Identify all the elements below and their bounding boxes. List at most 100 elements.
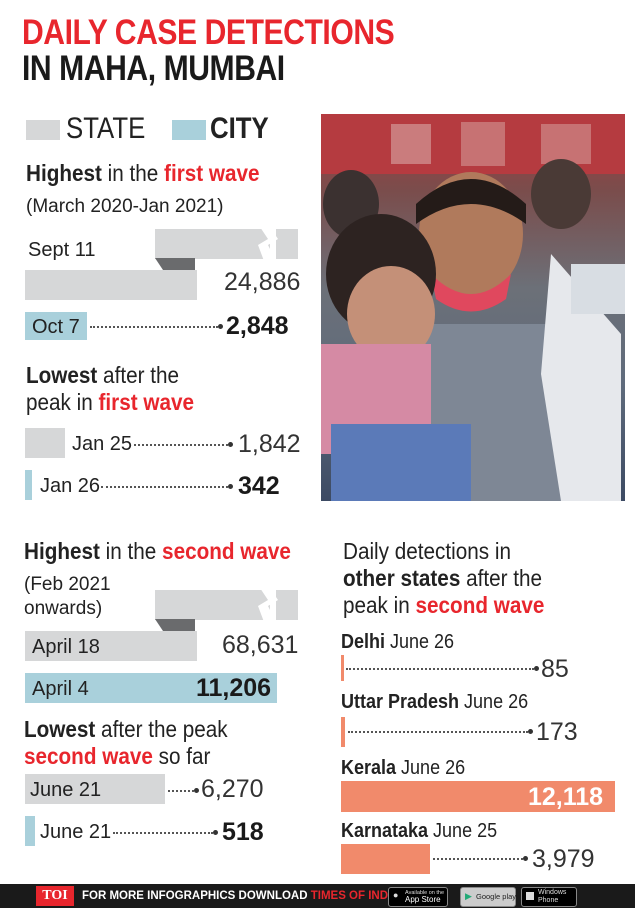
footer-text-main: FOR MORE INFOGRAPHICS DOWNLOAD xyxy=(82,890,311,902)
state-name: Kerala xyxy=(341,757,397,779)
city-peak-value: 2,848 xyxy=(226,312,289,340)
heading-mid: in the xyxy=(101,160,165,186)
other-states-heading-3: peak in second wave xyxy=(343,592,544,619)
city-low2-label: June 21 xyxy=(40,821,112,843)
app-store-label: App Store xyxy=(405,895,441,904)
karnataka-label: Karnataka June 25 xyxy=(341,819,497,843)
city-peak2-value: 11,206 xyxy=(196,674,272,702)
state-peak2-label: April 18 xyxy=(32,636,100,658)
state-low-label: Jan 25 xyxy=(72,433,133,455)
heading-post: so far xyxy=(152,743,211,769)
leader-dot xyxy=(523,856,528,861)
heading-mid: after the peak xyxy=(95,716,228,742)
city-peak-bar xyxy=(25,312,87,340)
fold-shadow xyxy=(155,619,195,631)
heading-line2: peak in xyxy=(26,389,99,415)
leader-line xyxy=(168,790,194,792)
state-name: Uttar Pradesh xyxy=(341,691,460,713)
state-low2-bar xyxy=(25,774,165,804)
state-peak2-value: 68,631 xyxy=(222,631,299,659)
axis-break-icon xyxy=(258,227,278,261)
city-low2-value: 518 xyxy=(222,818,264,846)
kerala-label: Kerala June 26 xyxy=(341,756,465,780)
heading-strong: Lowest xyxy=(26,362,98,388)
footer-text: FOR MORE INFOGRAPHICS DOWNLOAD TIMES OF … xyxy=(82,889,426,903)
leader-dot xyxy=(534,666,539,671)
city-low-value: 342 xyxy=(238,472,280,500)
state-peak-bar-top xyxy=(155,229,270,259)
state-name: Delhi xyxy=(341,631,386,653)
axis-break-icon xyxy=(258,588,278,622)
first-wave-lowest-heading-2: peak in first wave xyxy=(26,389,194,416)
leader-line xyxy=(346,668,534,670)
state-peak-bar xyxy=(25,270,197,300)
legend-city-label: CITY xyxy=(210,112,269,145)
title-line-2: IN MAHA, MUMBAI xyxy=(22,49,285,88)
heading-mid: after the xyxy=(97,362,180,388)
second-wave-lowest-heading-2: second wave so far xyxy=(24,743,210,770)
heading-highlight: second wave xyxy=(162,538,291,564)
state-peak2-bar-break xyxy=(276,590,298,620)
leader-line xyxy=(433,858,523,860)
leader-line xyxy=(101,486,228,488)
windows-icon xyxy=(526,892,534,900)
state-peak-label: Sept 11 xyxy=(28,239,96,261)
state-low2-value: 6,270 xyxy=(201,775,264,803)
heading-strong: Highest xyxy=(26,160,102,186)
app-store-badge[interactable]: ● Available on the App Store xyxy=(388,887,448,907)
delhi-value: 85 xyxy=(541,655,569,683)
heading-strong: Lowest xyxy=(24,716,96,742)
state-date: June 26 xyxy=(396,757,466,779)
windows-label: Phone xyxy=(538,897,559,904)
other-states-heading-2: other states after the xyxy=(343,565,542,592)
kerala-bar xyxy=(341,781,615,812)
delhi-label: Delhi June 26 xyxy=(341,630,454,654)
leader-line xyxy=(348,731,528,733)
leader-line xyxy=(90,326,218,328)
state-date: June 25 xyxy=(428,820,498,842)
heading-line3: peak in xyxy=(343,592,416,618)
toi-logo: TOI xyxy=(36,886,74,906)
state-peak2-bar xyxy=(25,631,197,661)
heading-highlight: second wave xyxy=(24,743,153,769)
state-peak-value: 24,886 xyxy=(224,268,301,296)
photo-person-with-child xyxy=(321,114,625,501)
city-low-bar xyxy=(25,470,32,500)
leader-dot xyxy=(194,788,199,793)
play-icon: ▶ xyxy=(465,891,472,901)
up-label: Uttar Pradesh June 26 xyxy=(341,690,528,714)
up-value: 173 xyxy=(536,718,578,746)
state-date: June 26 xyxy=(459,691,529,713)
state-low-bar xyxy=(25,428,65,458)
google-play-label: Google play xyxy=(476,892,517,901)
first-wave-highest-heading: Highest in the first wave xyxy=(26,160,260,187)
title-line-1: DAILY CASE DETECTIONS xyxy=(22,13,395,52)
second-wave-lowest-heading: Lowest after the peak xyxy=(24,716,228,743)
city-peak-label: Oct 7 xyxy=(32,316,80,338)
leader-dot xyxy=(213,830,218,835)
heading-mid: after the xyxy=(460,565,543,591)
leader-dot xyxy=(228,484,233,489)
second-wave-highest-heading: Highest in the second wave xyxy=(24,538,291,565)
other-states-heading-1: Daily detections in xyxy=(343,538,511,564)
heading-mid: in the xyxy=(99,538,163,564)
heading-highlight: first wave xyxy=(98,389,195,415)
city-peak2-label: April 4 xyxy=(32,678,89,700)
windows-small: Windows xyxy=(538,889,567,896)
second-wave-period-2: onwards) xyxy=(24,598,103,619)
first-wave-lowest-heading: Lowest after the xyxy=(26,362,179,389)
windows-phone-badge[interactable]: Windows Phone xyxy=(521,887,577,907)
google-play-badge[interactable]: ▶ Google play xyxy=(460,887,516,907)
fold-shadow xyxy=(155,258,195,270)
leader-dot xyxy=(228,442,233,447)
leader-dot xyxy=(218,324,223,329)
karnataka-bar xyxy=(341,844,430,874)
leader-line xyxy=(113,832,213,834)
city-low2-bar xyxy=(25,816,35,846)
leader-line xyxy=(134,444,228,446)
photo-illustration xyxy=(321,114,625,501)
city-peak2-bar xyxy=(25,673,277,703)
state-date: June 26 xyxy=(385,631,455,653)
kerala-value: 12,118 xyxy=(528,783,604,811)
second-wave-period-1: (Feb 2021 xyxy=(24,574,111,595)
